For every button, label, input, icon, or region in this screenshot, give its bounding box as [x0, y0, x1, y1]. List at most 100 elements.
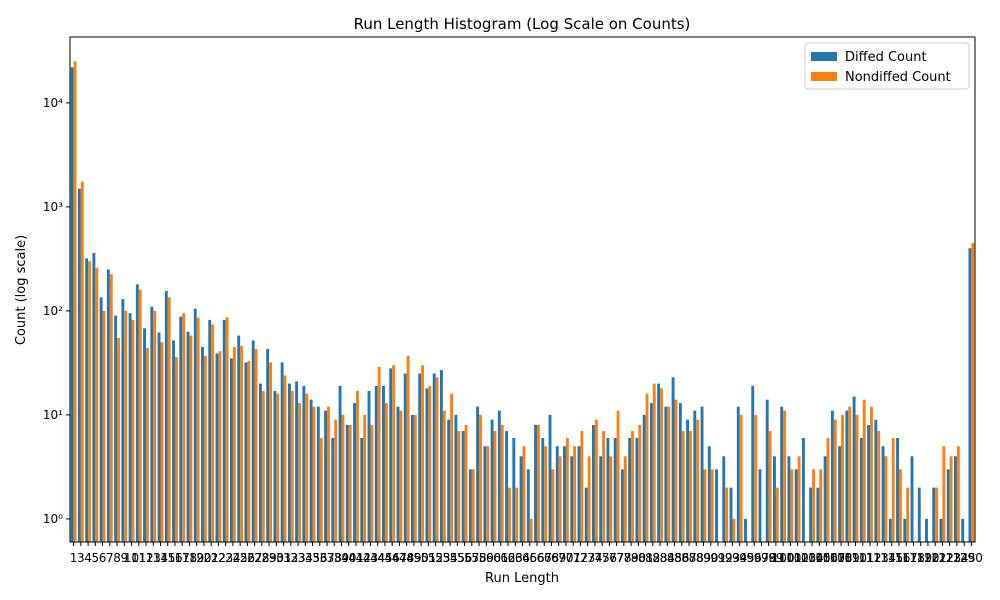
x-tick-label: 71 [566, 551, 581, 565]
x-tick-label: 122 [931, 551, 954, 565]
bar [461, 431, 465, 542]
chart-title: Run Length Histogram (Log Scale on Count… [354, 15, 691, 33]
bar [360, 437, 364, 542]
bar [616, 410, 620, 542]
x-tick-label: 14 [153, 551, 168, 565]
bar [563, 446, 566, 542]
bar [573, 446, 577, 542]
x-tick-label: 102 [786, 551, 809, 565]
bar [280, 362, 284, 542]
bar [389, 368, 393, 542]
bar [370, 424, 374, 542]
x-tick-label: 43 [363, 551, 378, 565]
bar [316, 406, 320, 542]
bar [143, 328, 147, 542]
bar [88, 261, 91, 542]
x-tick-label: 120 [916, 551, 939, 565]
bar [874, 419, 878, 542]
x-tick-label: 66 [529, 551, 544, 565]
bar [486, 446, 490, 542]
bar [135, 284, 139, 542]
x-tick-label: 53 [435, 551, 450, 565]
x-tick-label: 93 [725, 551, 740, 565]
bar [765, 399, 769, 542]
bar [917, 487, 921, 542]
bar [92, 253, 96, 543]
bar [859, 437, 863, 542]
x-tick-label: 106 [815, 551, 838, 565]
x-tick-label: 94 [732, 551, 747, 565]
bar [946, 469, 950, 542]
bar [70, 67, 74, 542]
bar [768, 431, 772, 542]
bar [870, 406, 873, 542]
x-tick-label: 76 [602, 551, 617, 565]
x-tick-label: 290 [960, 551, 983, 565]
bar [222, 319, 226, 542]
x-tick-label: 87 [681, 551, 696, 565]
bar [128, 313, 132, 542]
x-tick-label: 6 [99, 551, 107, 565]
bar [797, 456, 801, 542]
bar [710, 469, 714, 542]
x-tick-label: 67 [537, 551, 552, 565]
bar [725, 487, 729, 542]
bar [686, 419, 690, 542]
bar [345, 424, 349, 542]
bar [667, 406, 671, 542]
x-tick-label: 70 [558, 551, 573, 565]
x-tick-label: 15 [160, 551, 175, 565]
bar [85, 258, 89, 542]
x-tick-label: 81 [638, 551, 653, 565]
bar [830, 410, 834, 542]
x-tick-label: 117 [895, 551, 918, 565]
bar [476, 406, 480, 542]
bar [841, 414, 844, 542]
bar [106, 269, 110, 542]
bar [939, 518, 943, 542]
bar [182, 313, 186, 542]
bar [968, 248, 972, 543]
bar [174, 357, 178, 542]
bar [355, 390, 359, 542]
bar [594, 419, 598, 542]
bar [124, 310, 128, 542]
bar [819, 469, 823, 542]
x-tick-label: 9 [120, 551, 128, 565]
x-tick-label: 107 [822, 551, 845, 565]
bar [244, 362, 248, 542]
bar [439, 370, 443, 542]
legend-box [804, 42, 970, 90]
legend-label: Nondiffed Count [845, 70, 951, 85]
bar [898, 469, 902, 542]
bar [867, 424, 871, 542]
x-tick-label: 114 [873, 551, 896, 565]
x-tick-label: 56 [457, 551, 472, 565]
bar [631, 431, 634, 542]
bar [638, 424, 642, 542]
x-tick-label: 3 [77, 551, 85, 565]
x-tick-label: 54 [442, 551, 457, 565]
x-tick-label: 47 [392, 551, 407, 565]
bar [555, 446, 559, 542]
bar [505, 431, 509, 542]
bar [812, 469, 815, 542]
x-tick-label: 39 [334, 551, 349, 565]
bar [657, 383, 661, 542]
x-tick-label: 25 [232, 551, 247, 565]
x-tick-label: 110 [844, 551, 867, 565]
bar [287, 383, 291, 542]
bar [551, 469, 555, 542]
x-tick-label: 24 [225, 551, 240, 565]
bar [606, 437, 610, 542]
bar [722, 456, 726, 542]
bar [454, 414, 458, 542]
bar [109, 274, 113, 542]
bar [276, 393, 280, 542]
x-tick-label: 68 [544, 551, 559, 565]
bar [157, 332, 161, 542]
bar [787, 456, 791, 542]
y-tick-label: 10² [43, 304, 63, 318]
bar [681, 431, 685, 542]
